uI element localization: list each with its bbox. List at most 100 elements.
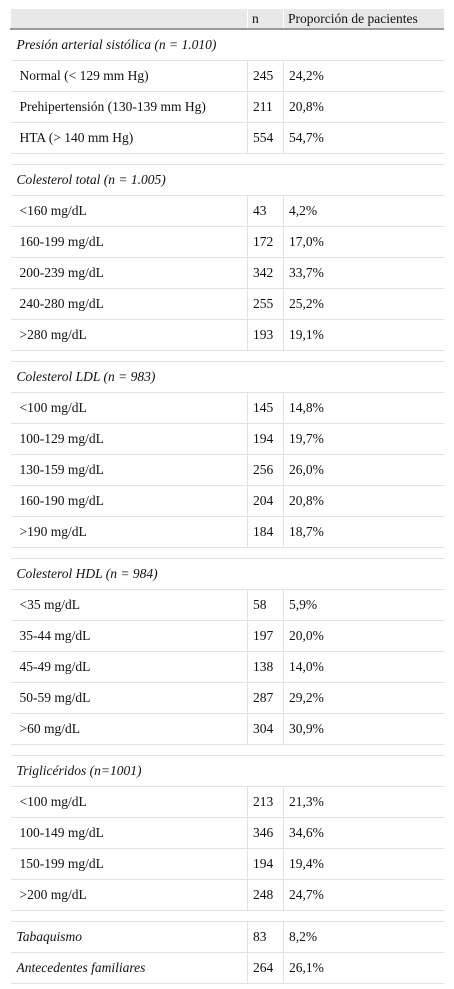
section-header-row: Colesterol total (n = 1.005) [10, 164, 444, 196]
row-label: >190 mg/dL [10, 516, 248, 548]
table-row: 240-280 mg/dL 255 25,2% [10, 288, 444, 320]
row-percentage: 5,9% [283, 589, 444, 621]
section-title: Colesterol total (n = 1.005) [10, 164, 444, 196]
table-row: 100-129 mg/dL 194 19,7% [10, 423, 444, 455]
row-percentage: 20,8% [283, 485, 444, 517]
row-label: >200 mg/dL [10, 879, 248, 911]
section-header-row: Colesterol LDL (n = 983) [10, 361, 444, 393]
row-n: 304 [247, 713, 284, 745]
row-label: Tabaquismo [10, 921, 248, 953]
row-percentage: 34,6% [283, 817, 444, 849]
row-n: 194 [247, 423, 284, 455]
section-title: Triglicéridos (n=1001) [10, 755, 444, 787]
row-n: 204 [247, 485, 284, 517]
row-n: 287 [247, 682, 284, 714]
row-n: 193 [247, 319, 284, 351]
row-percentage: 8,2% [283, 921, 444, 953]
row-n: 58 [247, 589, 284, 621]
row-label: 160-190 mg/dL [10, 485, 248, 517]
table-row: <160 mg/dL 43 4,2% [10, 195, 444, 227]
row-label: <160 mg/dL [10, 195, 248, 227]
row-label: Normal (< 129 mm Hg) [10, 60, 248, 92]
row-percentage: 24,7% [283, 879, 444, 911]
section-title: Colesterol LDL (n = 983) [10, 361, 444, 393]
header-proportion: Proporción de pacientes [283, 9, 444, 30]
row-n: 197 [247, 620, 284, 652]
row-percentage: 21,3% [283, 786, 444, 818]
section-header-row: Triglicéridos (n=1001) [10, 755, 444, 787]
table-row: >200 mg/dL 248 24,7% [10, 879, 444, 911]
spacer-cell [10, 153, 444, 165]
row-percentage: 14,0% [283, 651, 444, 683]
row-percentage: 20,0% [283, 620, 444, 652]
row-percentage: 54,7% [283, 122, 444, 154]
row-label: <35 mg/dL [10, 589, 248, 621]
row-n: 138 [247, 651, 284, 683]
row-percentage: 18,7% [283, 516, 444, 548]
section-spacer [10, 547, 444, 559]
row-label: 45-49 mg/dL [10, 651, 248, 683]
row-label: 240-280 mg/dL [10, 288, 248, 320]
row-n: 554 [247, 122, 284, 154]
row-label: 50-59 mg/dL [10, 682, 248, 714]
row-label: 100-149 mg/dL [10, 817, 248, 849]
header-row: n Proporción de pacientes [10, 9, 444, 30]
section-title: Presión arterial sistólica (n = 1.010) [10, 29, 444, 61]
table-row: 200-239 mg/dL 342 33,7% [10, 257, 444, 289]
section-spacer [10, 350, 444, 362]
row-percentage: 19,7% [283, 423, 444, 455]
table-row: 45-49 mg/dL 138 14,0% [10, 651, 444, 683]
row-n: 245 [247, 60, 284, 92]
row-label: Antecedentes familiares [10, 952, 248, 984]
table-row: <35 mg/dL 58 5,9% [10, 589, 444, 621]
row-label: <100 mg/dL [10, 786, 248, 818]
table-row: Antecedentes familiares 264 26,1% [10, 952, 444, 984]
row-n: 194 [247, 848, 284, 880]
spacer-cell [10, 547, 444, 559]
row-n: 248 [247, 879, 284, 911]
row-label: HTA (> 140 mm Hg) [10, 122, 248, 154]
table-row: Normal (< 129 mm Hg) 245 24,2% [10, 60, 444, 92]
row-n: 211 [247, 91, 284, 123]
table-row: 35-44 mg/dL 197 20,0% [10, 620, 444, 652]
row-percentage: 17,0% [283, 226, 444, 258]
table-row: Tabaquismo 83 8,2% [10, 921, 444, 953]
table-row: 100-149 mg/dL 346 34,6% [10, 817, 444, 849]
row-label: Prehipertensión (130-139 mm Hg) [10, 91, 248, 123]
section-spacer [10, 744, 444, 756]
row-n: 213 [247, 786, 284, 818]
row-percentage: 14,8% [283, 392, 444, 424]
patient-proportions-table: n Proporción de pacientes Presión arteri… [10, 9, 444, 984]
row-label: 200-239 mg/dL [10, 257, 248, 289]
row-n: 145 [247, 392, 284, 424]
section-spacer [10, 153, 444, 165]
row-percentage: 19,4% [283, 848, 444, 880]
table-row: >60 mg/dL 304 30,9% [10, 713, 444, 745]
row-percentage: 26,1% [283, 952, 444, 984]
row-percentage: 33,7% [283, 257, 444, 289]
row-label: >60 mg/dL [10, 713, 248, 745]
row-percentage: 20,8% [283, 91, 444, 123]
spacer-cell [10, 350, 444, 362]
section-title: Colesterol HDL (n = 984) [10, 558, 444, 590]
row-label: 100-129 mg/dL [10, 423, 248, 455]
row-label: <100 mg/dL [10, 392, 248, 424]
table-row: 130-159 mg/dL 256 26,0% [10, 454, 444, 486]
table-row: 160-199 mg/dL 172 17,0% [10, 226, 444, 258]
table-row: <100 mg/dL 213 21,3% [10, 786, 444, 818]
spacer-cell [10, 744, 444, 756]
row-label: 35-44 mg/dL [10, 620, 248, 652]
table-row: 160-190 mg/dL 204 20,8% [10, 485, 444, 517]
row-n: 184 [247, 516, 284, 548]
row-percentage: 25,2% [283, 288, 444, 320]
table-row: <100 mg/dL 145 14,8% [10, 392, 444, 424]
table-row: 50-59 mg/dL 287 29,2% [10, 682, 444, 714]
row-n: 342 [247, 257, 284, 289]
row-percentage: 29,2% [283, 682, 444, 714]
row-label: 130-159 mg/dL [10, 454, 248, 486]
table-body: Presión arterial sistólica (n = 1.010) No… [10, 29, 444, 984]
section-header-row: Presión arterial sistólica (n = 1.010) [10, 29, 444, 61]
row-percentage: 26,0% [283, 454, 444, 486]
row-percentage: 4,2% [283, 195, 444, 227]
header-label-cell [10, 9, 248, 30]
